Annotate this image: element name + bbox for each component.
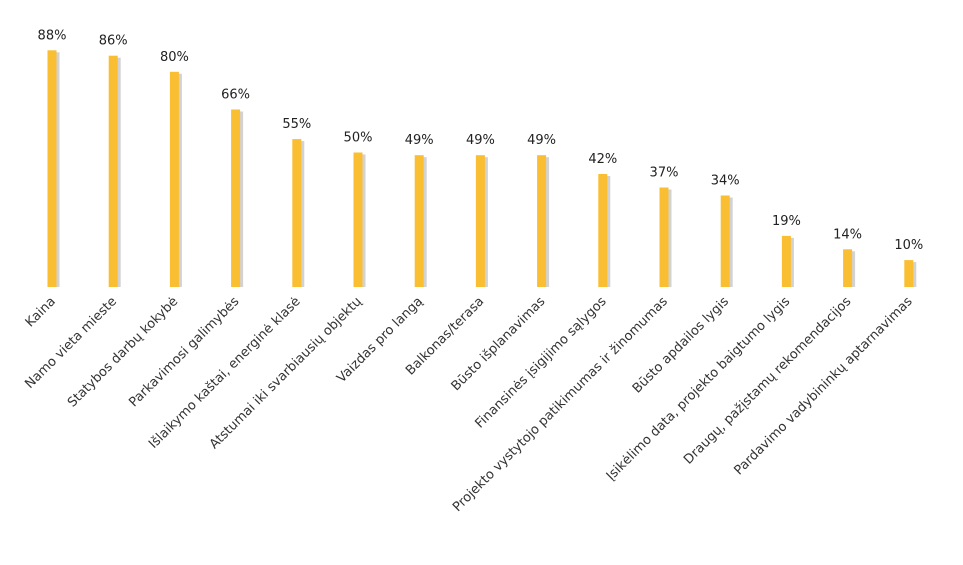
bar	[108, 55, 118, 288]
bars-group	[47, 50, 917, 288]
bar	[47, 50, 57, 287]
bar	[231, 109, 241, 287]
data-label: 88%	[38, 28, 67, 43]
bar	[720, 195, 730, 287]
data-label: 34%	[711, 174, 740, 189]
bar	[659, 187, 669, 287]
bar	[537, 155, 547, 287]
data-label: 86%	[99, 34, 128, 49]
category-label: Parkavimosi galimybės	[126, 294, 242, 410]
category-label: Statybos darbų kokybė	[65, 294, 181, 410]
bar	[353, 152, 363, 287]
bar	[475, 155, 485, 287]
bar	[781, 235, 791, 287]
data-label: 49%	[527, 133, 556, 148]
bar	[414, 155, 424, 287]
data-label: 49%	[405, 133, 434, 148]
data-label: 14%	[833, 227, 862, 242]
value-labels-group: 88% 86% 80% 66% 55% 50% 49% 49% 49% 42% 37% 34% 19% 1…	[38, 28, 924, 253]
data-label: 55%	[282, 117, 311, 132]
data-label: 50%	[344, 131, 373, 146]
category-label: Projekto vystytojo patikimumas ir žinomu…	[450, 294, 671, 515]
data-label: 19%	[772, 214, 801, 229]
data-label: 66%	[221, 88, 250, 103]
data-label: 10%	[894, 238, 923, 253]
data-label: 49%	[466, 133, 495, 148]
bar	[843, 249, 853, 287]
category-label: Finansinės įsigijimo sąlygos	[472, 294, 609, 431]
bar	[292, 139, 302, 287]
bar	[169, 71, 179, 287]
category-label: Kaina	[23, 294, 59, 330]
data-label: 80%	[160, 50, 189, 65]
bar	[904, 260, 914, 287]
data-label: 37%	[650, 166, 679, 181]
data-label: 42%	[588, 152, 617, 167]
bar	[598, 174, 608, 287]
